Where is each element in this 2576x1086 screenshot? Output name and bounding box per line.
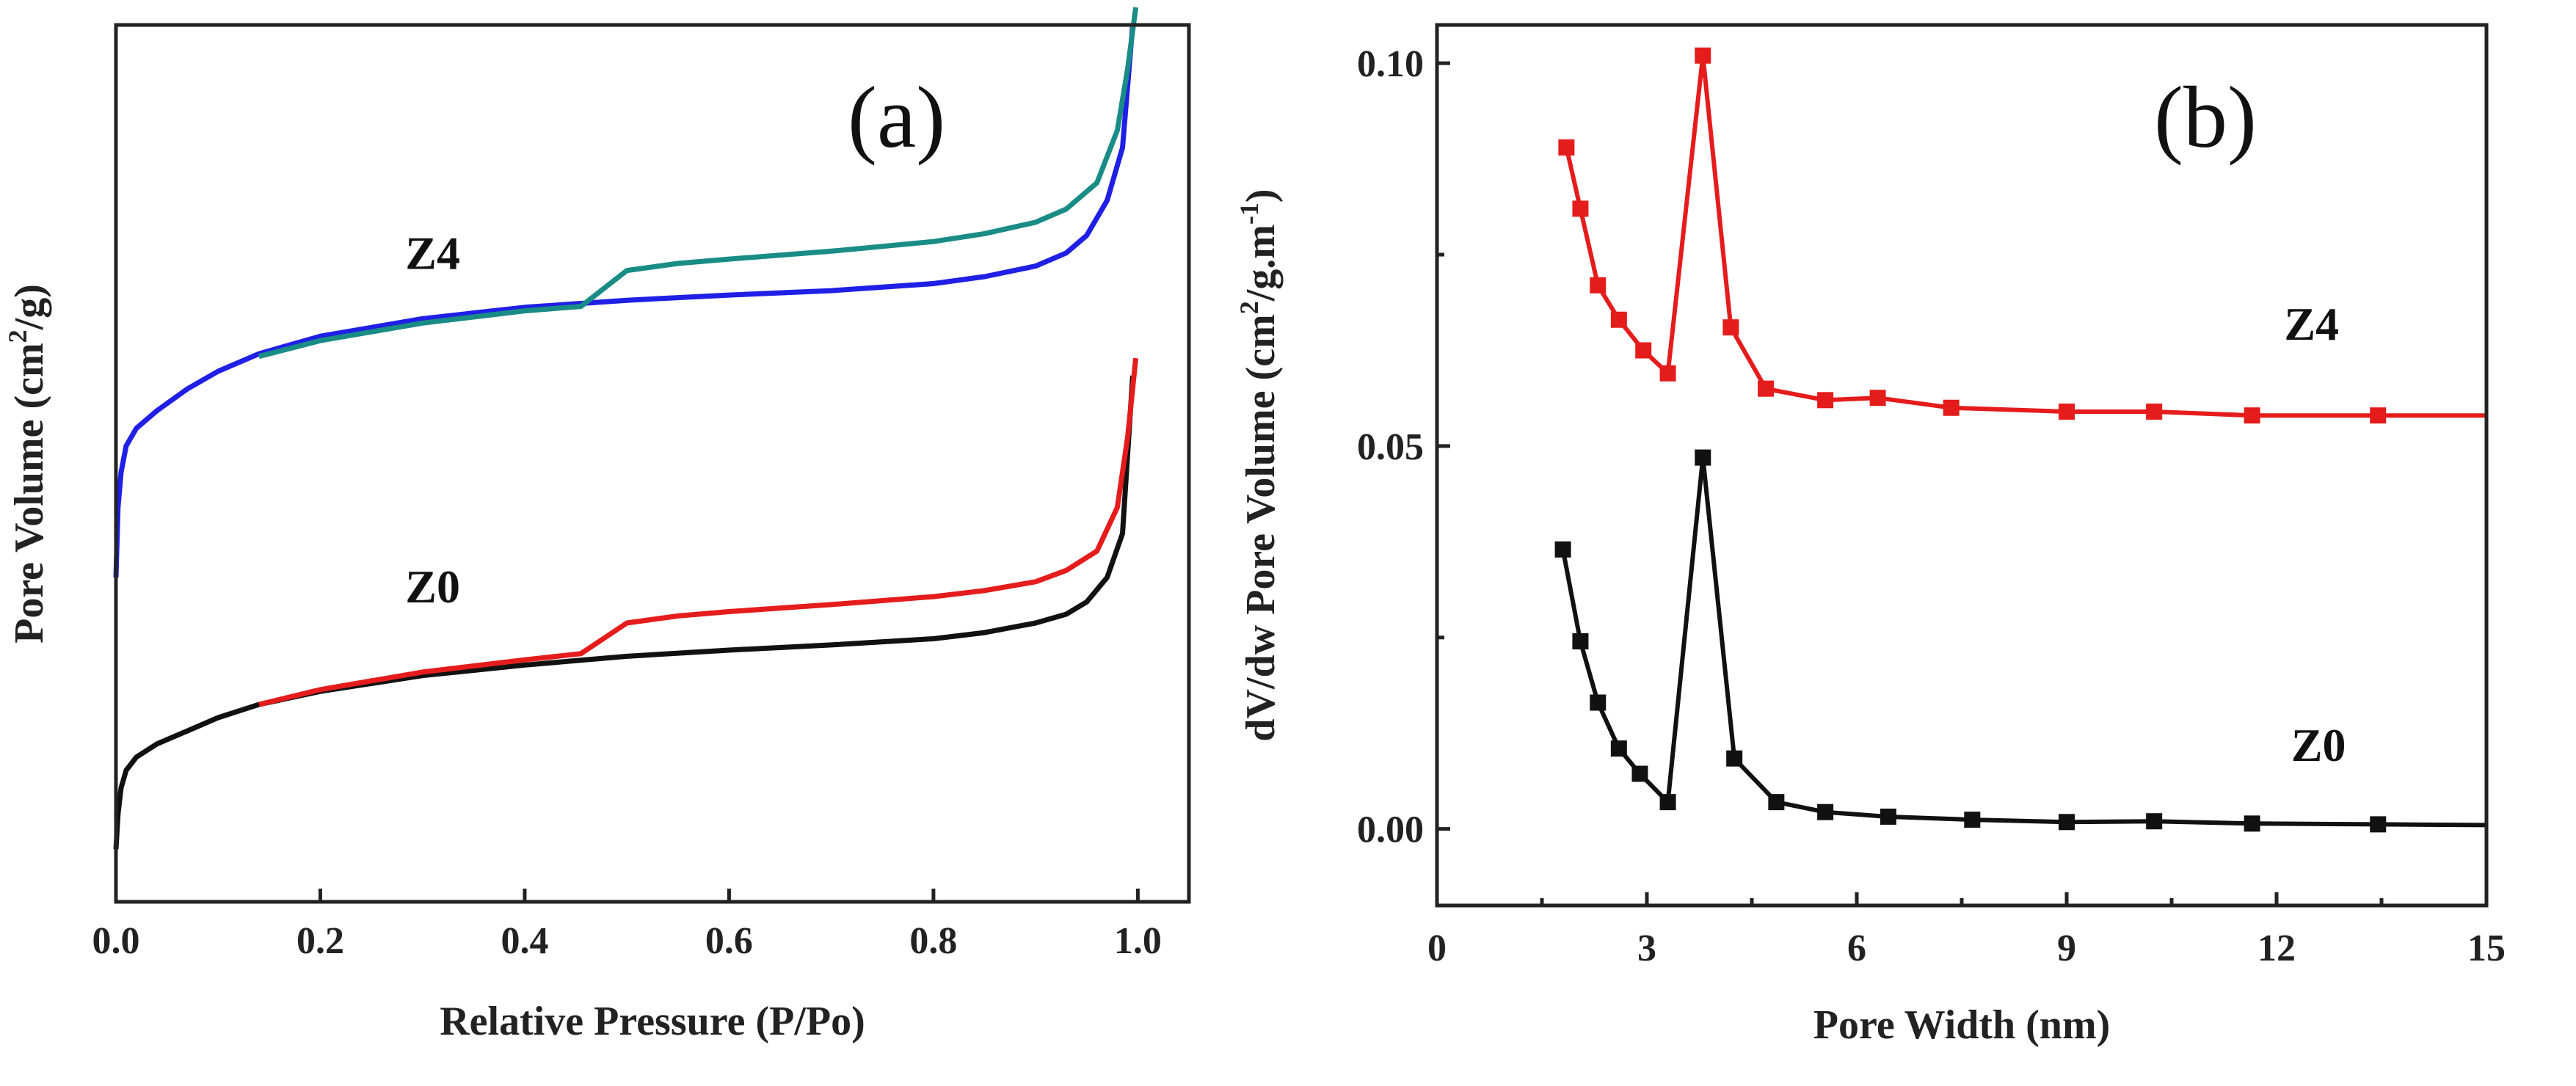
panel-a-series-line-1	[258, 7, 1139, 360]
panel-a-series-layer	[113, 7, 1139, 850]
panel-a-x-tick-label: 0.0	[92, 920, 140, 962]
panel-a-y-title-end: /g)	[7, 284, 52, 330]
panel-b-marker-1	[2059, 814, 2075, 831]
panel-b-marker-0	[1817, 392, 1834, 409]
panel-b-series-label-z4: Z4	[2284, 298, 2339, 350]
panel-b-series-label-z0: Z0	[2291, 719, 2346, 771]
panel-b-y-axis-title: dV/dw Pore Volume (cm2/g.m-1)	[1234, 189, 1284, 741]
panel-b-marker-1	[1880, 808, 1896, 825]
panel-b-x-tick-label: 6	[1847, 928, 1866, 969]
panel-b-marker-1	[1726, 750, 1743, 767]
panel-a-plot-frame	[114, 23, 1191, 904]
panel-b-marker-1	[1964, 812, 1981, 828]
panel-b-label: (b)	[2154, 68, 2257, 166]
panel-b-plot-frame	[1435, 23, 2489, 908]
panel-b-y-title-main: dV/dw Pore Volume (cm	[1238, 314, 1284, 741]
panel-b-y-tick-label: 0.05	[1357, 426, 1424, 468]
panel-b-y-ticks: 0.00 0.05 0.10	[1357, 43, 1450, 851]
panel-a-y-title-main: Pore Volume (cm	[7, 343, 52, 644]
panel-a-x-tick-label: 0.2	[296, 920, 344, 962]
panel-b-marker-0	[2059, 403, 2075, 420]
panel-a-y-axis-title: Pore Volume (cm2/g)	[3, 284, 52, 644]
panel-b-y-tick-label: 0.10	[1357, 43, 1424, 85]
panel-b-marker-0	[1758, 380, 1775, 397]
panel-a-series-label-z4: Z4	[405, 227, 460, 280]
panel-a-x-ticks: 0.0 0.2 0.4 0.6 0.8 1.0	[92, 889, 1162, 962]
panel-b-x-tick-label: 12	[2257, 928, 2296, 969]
panel-b-marker-1	[2370, 816, 2387, 833]
panel-b-marker-0	[1943, 399, 1960, 416]
panel-b-marker-1	[1572, 633, 1589, 649]
panel-b-series-line-1	[1560, 455, 2487, 828]
panel-b-marker-1	[1554, 541, 1571, 558]
panel-b-marker-1	[1659, 794, 1676, 811]
panel-b-series-layer	[1554, 47, 2487, 833]
panel-b-marker-1	[1631, 765, 1648, 782]
panel-b-x-axis-title: Pore Width (nm)	[1813, 1002, 2110, 1048]
panel-b-marker-0	[2146, 403, 2163, 420]
panel-b-x-tick-label: 9	[2057, 928, 2076, 969]
panel-b-marker-0	[1590, 277, 1607, 294]
panel-b-x-tick-label: 0	[1427, 928, 1447, 969]
panel-a-series-line-0	[113, 24, 1135, 578]
panel-b-y-tick-label: 0.00	[1357, 809, 1424, 851]
panel-b-y-title-mid: /g.m	[1238, 225, 1284, 302]
panel-b-marker-0	[1695, 47, 1711, 64]
panel-b-marker-0	[1610, 311, 1627, 328]
panel-b-marker-1	[2146, 813, 2163, 830]
panel-b-marker-1	[1590, 694, 1607, 711]
panel-b-series-line-0	[1564, 53, 2486, 418]
panel-b-marker-1	[1695, 449, 1711, 466]
panel-b-marker-1	[2244, 815, 2260, 832]
panel-a-x-tick-label: 0.4	[501, 920, 548, 962]
panel-b-marker-0	[1635, 342, 1652, 359]
panel-b-marker-0	[1722, 319, 1739, 336]
panel-a-series-line-2	[113, 375, 1135, 850]
panel-b-marker-0	[1659, 365, 1676, 382]
panel-b-x-tick-label: 15	[2467, 928, 2506, 969]
panel-a-label: (a)	[848, 68, 945, 166]
panel-b-marker-0	[1869, 390, 1886, 407]
panel-a-x-tick-label: 1.0	[1114, 920, 1162, 962]
panel-a-x-tick-label: 0.8	[909, 920, 957, 962]
panel-b-y-title-sup2: -1	[1234, 203, 1264, 225]
panel-a-y-title-sup: 2	[3, 329, 32, 343]
panel-b-marker-1	[1817, 803, 1834, 820]
panel-b-x-ticks: 0 3 6 9 12 15	[1427, 892, 2506, 969]
panel-a-x-axis-title: Relative Pressure (P/Po)	[440, 999, 865, 1044]
panel-b-marker-1	[1610, 740, 1627, 757]
panel-b-x-tick-label: 3	[1637, 928, 1656, 969]
panel-b-y-title-sup: 2	[1234, 301, 1264, 314]
panel-b-marker-0	[1572, 200, 1589, 217]
panel-b-marker-0	[1558, 139, 1575, 156]
panel-a-series-line-3	[258, 357, 1139, 707]
panel-a-series-label-z0: Z0	[405, 561, 460, 613]
panel-b-y-title-end: )	[1238, 189, 1284, 203]
panel-a-isotherms: 0.0 0.2 0.4 0.6 0.8 1.0 (a) Z4 Z0 Relative Pr…	[3, 7, 1191, 1044]
panel-b-marker-0	[2370, 407, 2387, 424]
panel-a-x-tick-label: 0.6	[705, 920, 753, 962]
panel-b-marker-0	[2244, 407, 2260, 424]
panel-b-marker-1	[1768, 794, 1785, 811]
panel-b-pore-distribution: 0 3 6 9 12 15 0.00 0.05 0.10 (b) Z4 Z0 Pore Wid…	[1234, 23, 2506, 1048]
